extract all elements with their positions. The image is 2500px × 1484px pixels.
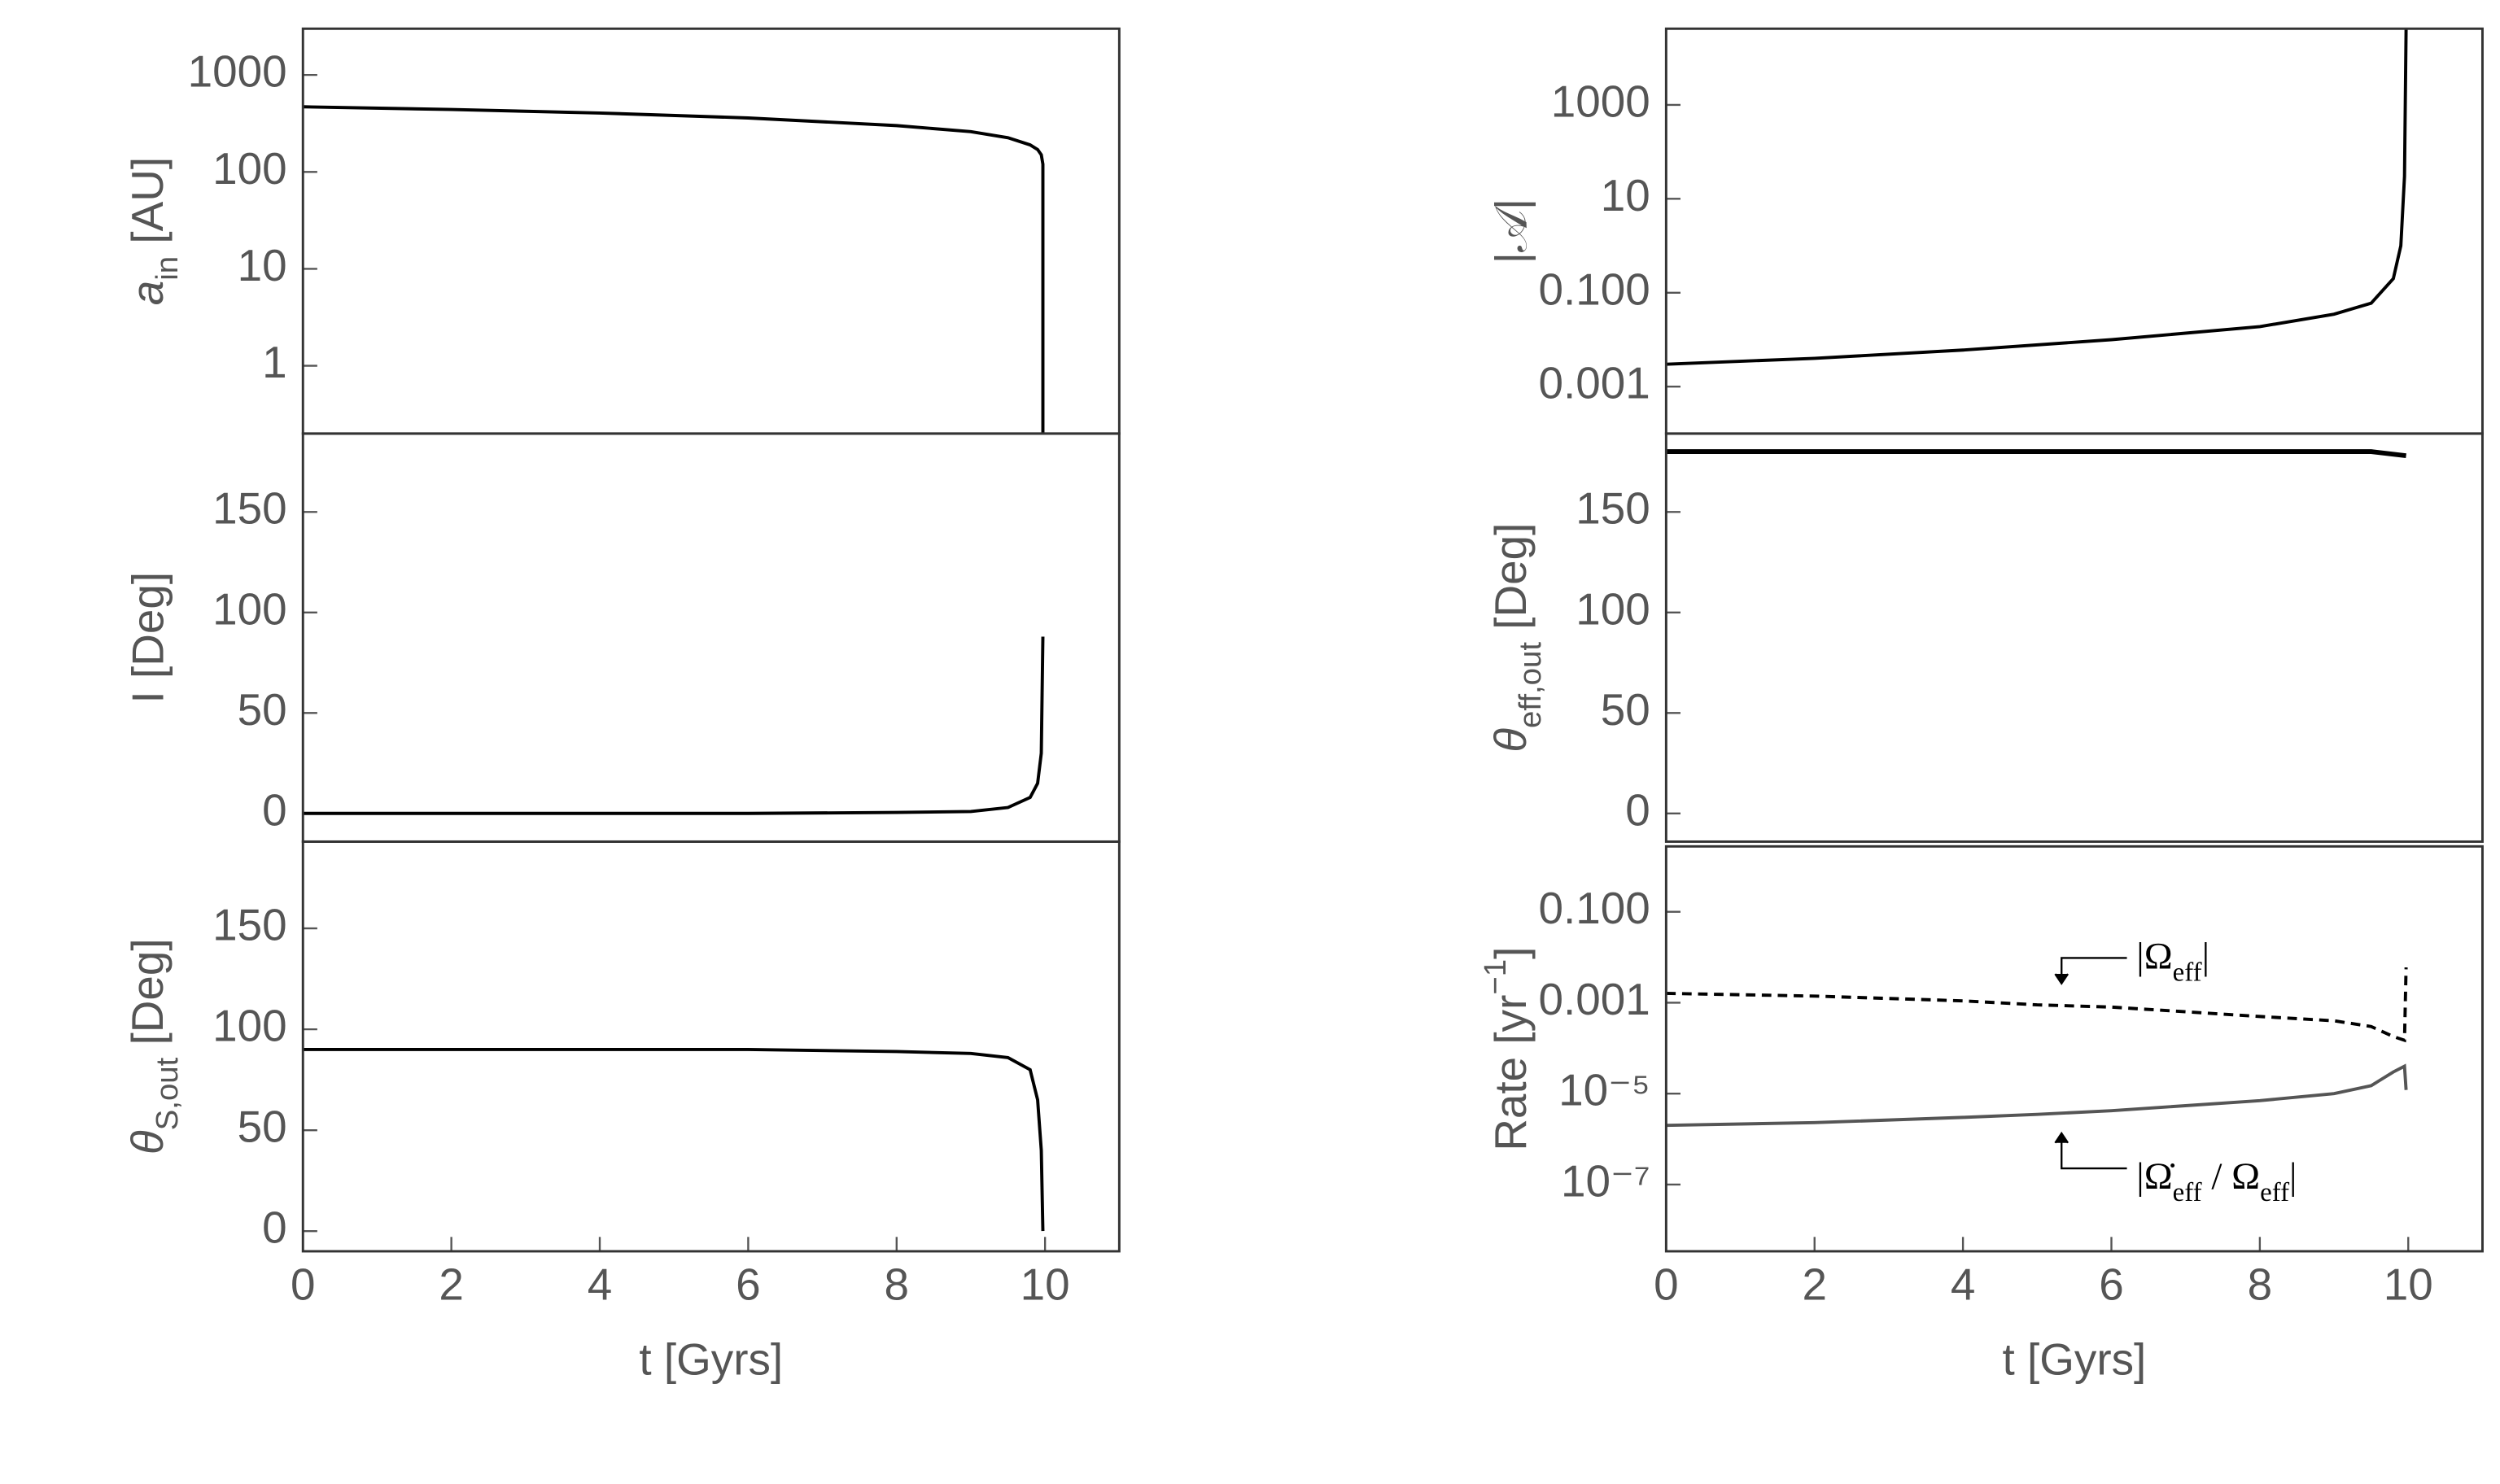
x-tick-label: 10 bbox=[2384, 1259, 2433, 1310]
y-tick-label: 0.001 bbox=[1539, 974, 1650, 1024]
x-axis-label: t [Gyrs] bbox=[2003, 1334, 2147, 1385]
plot-frame bbox=[1664, 432, 2484, 843]
y-tick-label: 50 bbox=[238, 1102, 287, 1152]
series-label-part: eff bbox=[2173, 958, 2202, 987]
y-tick-label: 50 bbox=[1601, 684, 1650, 735]
y-axis-label-part: in bbox=[150, 256, 185, 281]
y-axis-label-part: eff,out bbox=[1513, 642, 1548, 728]
y-axis-label: ain [AU] bbox=[123, 157, 185, 305]
y-tick-label: 1000 bbox=[188, 46, 287, 97]
line bbox=[1666, 449, 2406, 459]
arrow bbox=[2061, 957, 2127, 980]
series-label: |Ωeff| bbox=[2136, 935, 2209, 987]
line bbox=[303, 1047, 1045, 1232]
line bbox=[303, 636, 1045, 815]
y-tick-label: 0.001 bbox=[1539, 358, 1650, 408]
y-axis-label-part: [Deg] bbox=[1486, 523, 1536, 642]
y-tick-label: 0.100 bbox=[1539, 264, 1650, 314]
series-label-part: | bbox=[2202, 935, 2209, 977]
arrow bbox=[2061, 1136, 2127, 1170]
y-axis-label-part: Rate [yr bbox=[1486, 995, 1536, 1151]
x-tick-label: 0 bbox=[1654, 1259, 1679, 1310]
y-axis-label-part: −1 bbox=[1478, 959, 1513, 995]
series-label-part: / Ω bbox=[2202, 1155, 2261, 1198]
y-tick-label: 10⁻⁷ bbox=[1561, 1155, 1650, 1206]
y-tick-label: 0 bbox=[262, 784, 287, 835]
y-axis-label-part: [Deg] bbox=[123, 938, 173, 1057]
line bbox=[1666, 1063, 2408, 1128]
y-tick-label: 10⁻⁵ bbox=[1558, 1065, 1650, 1115]
plot-frame bbox=[301, 840, 1121, 1253]
plot-frame bbox=[301, 432, 1121, 843]
y-tick-label: 0 bbox=[1625, 784, 1650, 835]
series-label-part: |Ω bbox=[2136, 935, 2172, 977]
annotation-arrows bbox=[2054, 957, 2127, 1170]
x-axis-label: t [Gyrs] bbox=[639, 1334, 783, 1385]
y-tick-label: 0 bbox=[262, 1202, 287, 1253]
x-tick-label: 4 bbox=[588, 1259, 613, 1310]
series-label-part: | bbox=[2289, 1155, 2297, 1198]
y-tick-label: 150 bbox=[1576, 483, 1650, 534]
x-tick-label: 2 bbox=[439, 1259, 464, 1310]
series-label: |Ω̇eff / Ωeff| bbox=[2136, 1155, 2297, 1207]
y-tick-label: 150 bbox=[212, 483, 287, 534]
y-tick-label: 100 bbox=[1576, 583, 1650, 634]
y-tick-label: 1000 bbox=[1551, 76, 1650, 126]
y-axis-label: I [Deg] bbox=[123, 572, 173, 704]
x-tick-label: 8 bbox=[2248, 1259, 2273, 1310]
y-tick-label: 150 bbox=[212, 900, 287, 950]
y-tick-label: 0.100 bbox=[1539, 883, 1650, 933]
y-axis-label-part: θ bbox=[1486, 728, 1536, 753]
y-tick-label: 50 bbox=[238, 684, 287, 735]
y-tick-label: 10 bbox=[238, 240, 287, 290]
y-axis-label: θS,out [Deg] bbox=[123, 938, 185, 1154]
line bbox=[1666, 28, 2408, 366]
y-axis-label: |𝒜| bbox=[1486, 199, 1536, 264]
plot-frame bbox=[1664, 27, 2484, 435]
series-label-part: eff bbox=[2173, 1177, 2202, 1207]
y-tick-label: 10 bbox=[1601, 170, 1650, 220]
y-axis-label-part: [AU] bbox=[123, 157, 173, 256]
x-tick-label: 6 bbox=[2099, 1259, 2124, 1310]
y-tick-label: 100 bbox=[212, 583, 287, 634]
x-tick-label: 10 bbox=[1021, 1259, 1070, 1310]
x-tick-label: 4 bbox=[1951, 1259, 1976, 1310]
x-tick-label: 8 bbox=[885, 1259, 910, 1310]
y-axis-label: θeff,out [Deg] bbox=[1486, 523, 1548, 753]
y-axis-label-part: θ bbox=[123, 1130, 173, 1154]
arrow-head bbox=[2054, 973, 2069, 985]
y-tick-label: 100 bbox=[212, 1001, 287, 1051]
arrow-head bbox=[2054, 1131, 2069, 1144]
x-tick-label: 6 bbox=[736, 1259, 761, 1310]
y-axis-label-part: ] bbox=[1486, 947, 1536, 959]
series-label-part: eff bbox=[2260, 1177, 2289, 1207]
line bbox=[303, 105, 1045, 434]
y-tick-label: 1 bbox=[262, 337, 287, 387]
y-tick-label: 100 bbox=[212, 143, 287, 194]
y-axis-label-part: S,out bbox=[150, 1057, 185, 1130]
y-axis-label: Rate [yr−1] bbox=[1478, 947, 1536, 1151]
y-axis-label-part: a bbox=[123, 281, 173, 306]
x-tick-label: 2 bbox=[1802, 1259, 1827, 1310]
x-tick-label: 0 bbox=[291, 1259, 316, 1310]
series-label-part: |Ω̇ bbox=[2136, 1155, 2174, 1198]
plot-frame bbox=[301, 27, 1121, 435]
line bbox=[1666, 967, 2408, 1043]
plot-frame bbox=[1664, 845, 2484, 1253]
